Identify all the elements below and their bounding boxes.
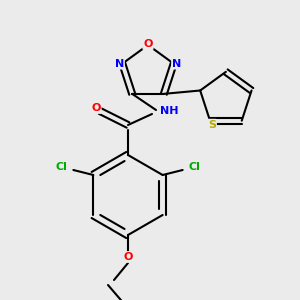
Text: NH: NH: [160, 106, 178, 116]
Text: S: S: [208, 120, 216, 130]
Text: Cl: Cl: [189, 162, 201, 172]
Text: O: O: [143, 39, 153, 49]
Text: Cl: Cl: [56, 162, 67, 172]
Text: O: O: [123, 252, 133, 262]
Text: N: N: [115, 59, 124, 69]
Text: O: O: [91, 103, 101, 113]
Text: N: N: [172, 59, 181, 69]
